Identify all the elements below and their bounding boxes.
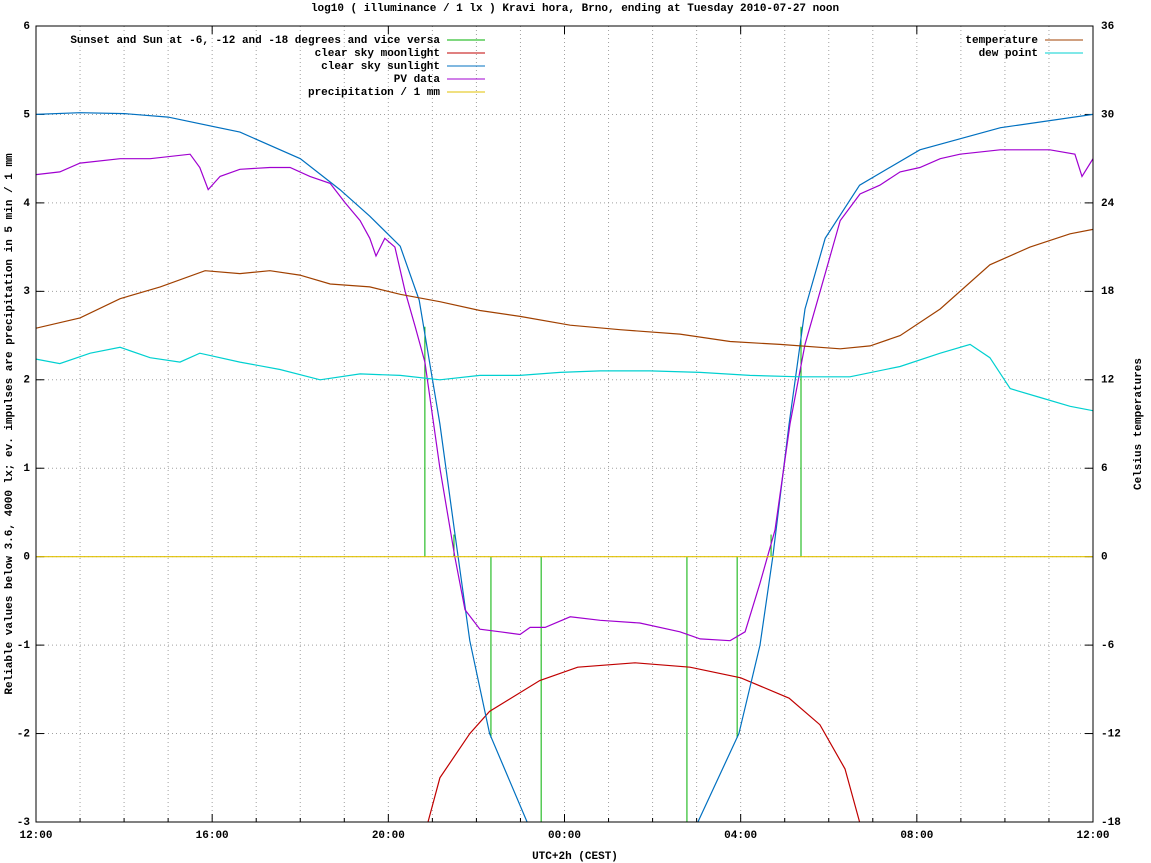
legend-label: precipitation / 1 mm — [308, 87, 440, 99]
y-tick-label: 5 — [23, 109, 30, 121]
y-tick-label: 2 — [23, 375, 30, 387]
y-tick-label: 4 — [23, 198, 30, 210]
series-line — [36, 343, 1093, 412]
y2-axis-label: Celsius temperatures — [1133, 358, 1145, 490]
y2-tick-label: -12 — [1101, 728, 1121, 740]
plot-area — [36, 112, 1093, 822]
legend-label: clear sky sunlight — [321, 61, 440, 73]
legend-label: Sunset and Sun at -6, -12 and -18 degree… — [70, 35, 440, 47]
y-tick-label: -2 — [17, 728, 30, 740]
legend-label: dew point — [979, 48, 1038, 60]
x-tick-label: 16:00 — [196, 830, 229, 842]
chart-title: log10 ( illuminance / 1 lx ) Kravi hora,… — [311, 3, 839, 15]
y2-tick-label: 18 — [1101, 286, 1115, 298]
y-axis-label: Reliable values below 3.6, 4000 lx; ev. … — [4, 153, 16, 695]
legend-label: clear sky moonlight — [315, 48, 440, 60]
y2-tick-label: 24 — [1101, 198, 1115, 210]
series-line — [36, 228, 1093, 350]
legend-label: temperature — [965, 35, 1038, 47]
x-axis-label: UTC+2h (CEST) — [532, 851, 618, 863]
series-line — [36, 149, 1093, 642]
y2-tick-label: 0 — [1101, 552, 1108, 564]
x-tick-label: 20:00 — [372, 830, 405, 842]
plot-border — [35, 25, 1094, 823]
y-tick-label: 1 — [23, 463, 30, 475]
x-tick-label: 04:00 — [724, 830, 757, 842]
y-tick-label: 0 — [23, 552, 30, 564]
x-tick-label: 12:00 — [19, 830, 52, 842]
y2-tick-label: 6 — [1101, 463, 1108, 475]
x-tick-label: 00:00 — [548, 830, 581, 842]
y2-tick-label: 36 — [1101, 21, 1114, 33]
x-tick-label: 12:00 — [1076, 830, 1109, 842]
y-tick-label: -3 — [17, 817, 31, 829]
y2-tick-label: 12 — [1101, 375, 1114, 387]
y-tick-label: 3 — [23, 286, 30, 298]
y2-tick-label: -18 — [1101, 817, 1121, 829]
series-line — [36, 112, 1093, 822]
y-tick-label: 6 — [23, 21, 30, 33]
y2-tick-label: -6 — [1101, 640, 1114, 652]
y2-tick-label: 30 — [1101, 109, 1114, 121]
legend-label: PV data — [394, 74, 441, 86]
series-line — [427, 662, 861, 822]
x-tick-label: 08:00 — [900, 830, 933, 842]
y-tick-label: -1 — [17, 640, 31, 652]
